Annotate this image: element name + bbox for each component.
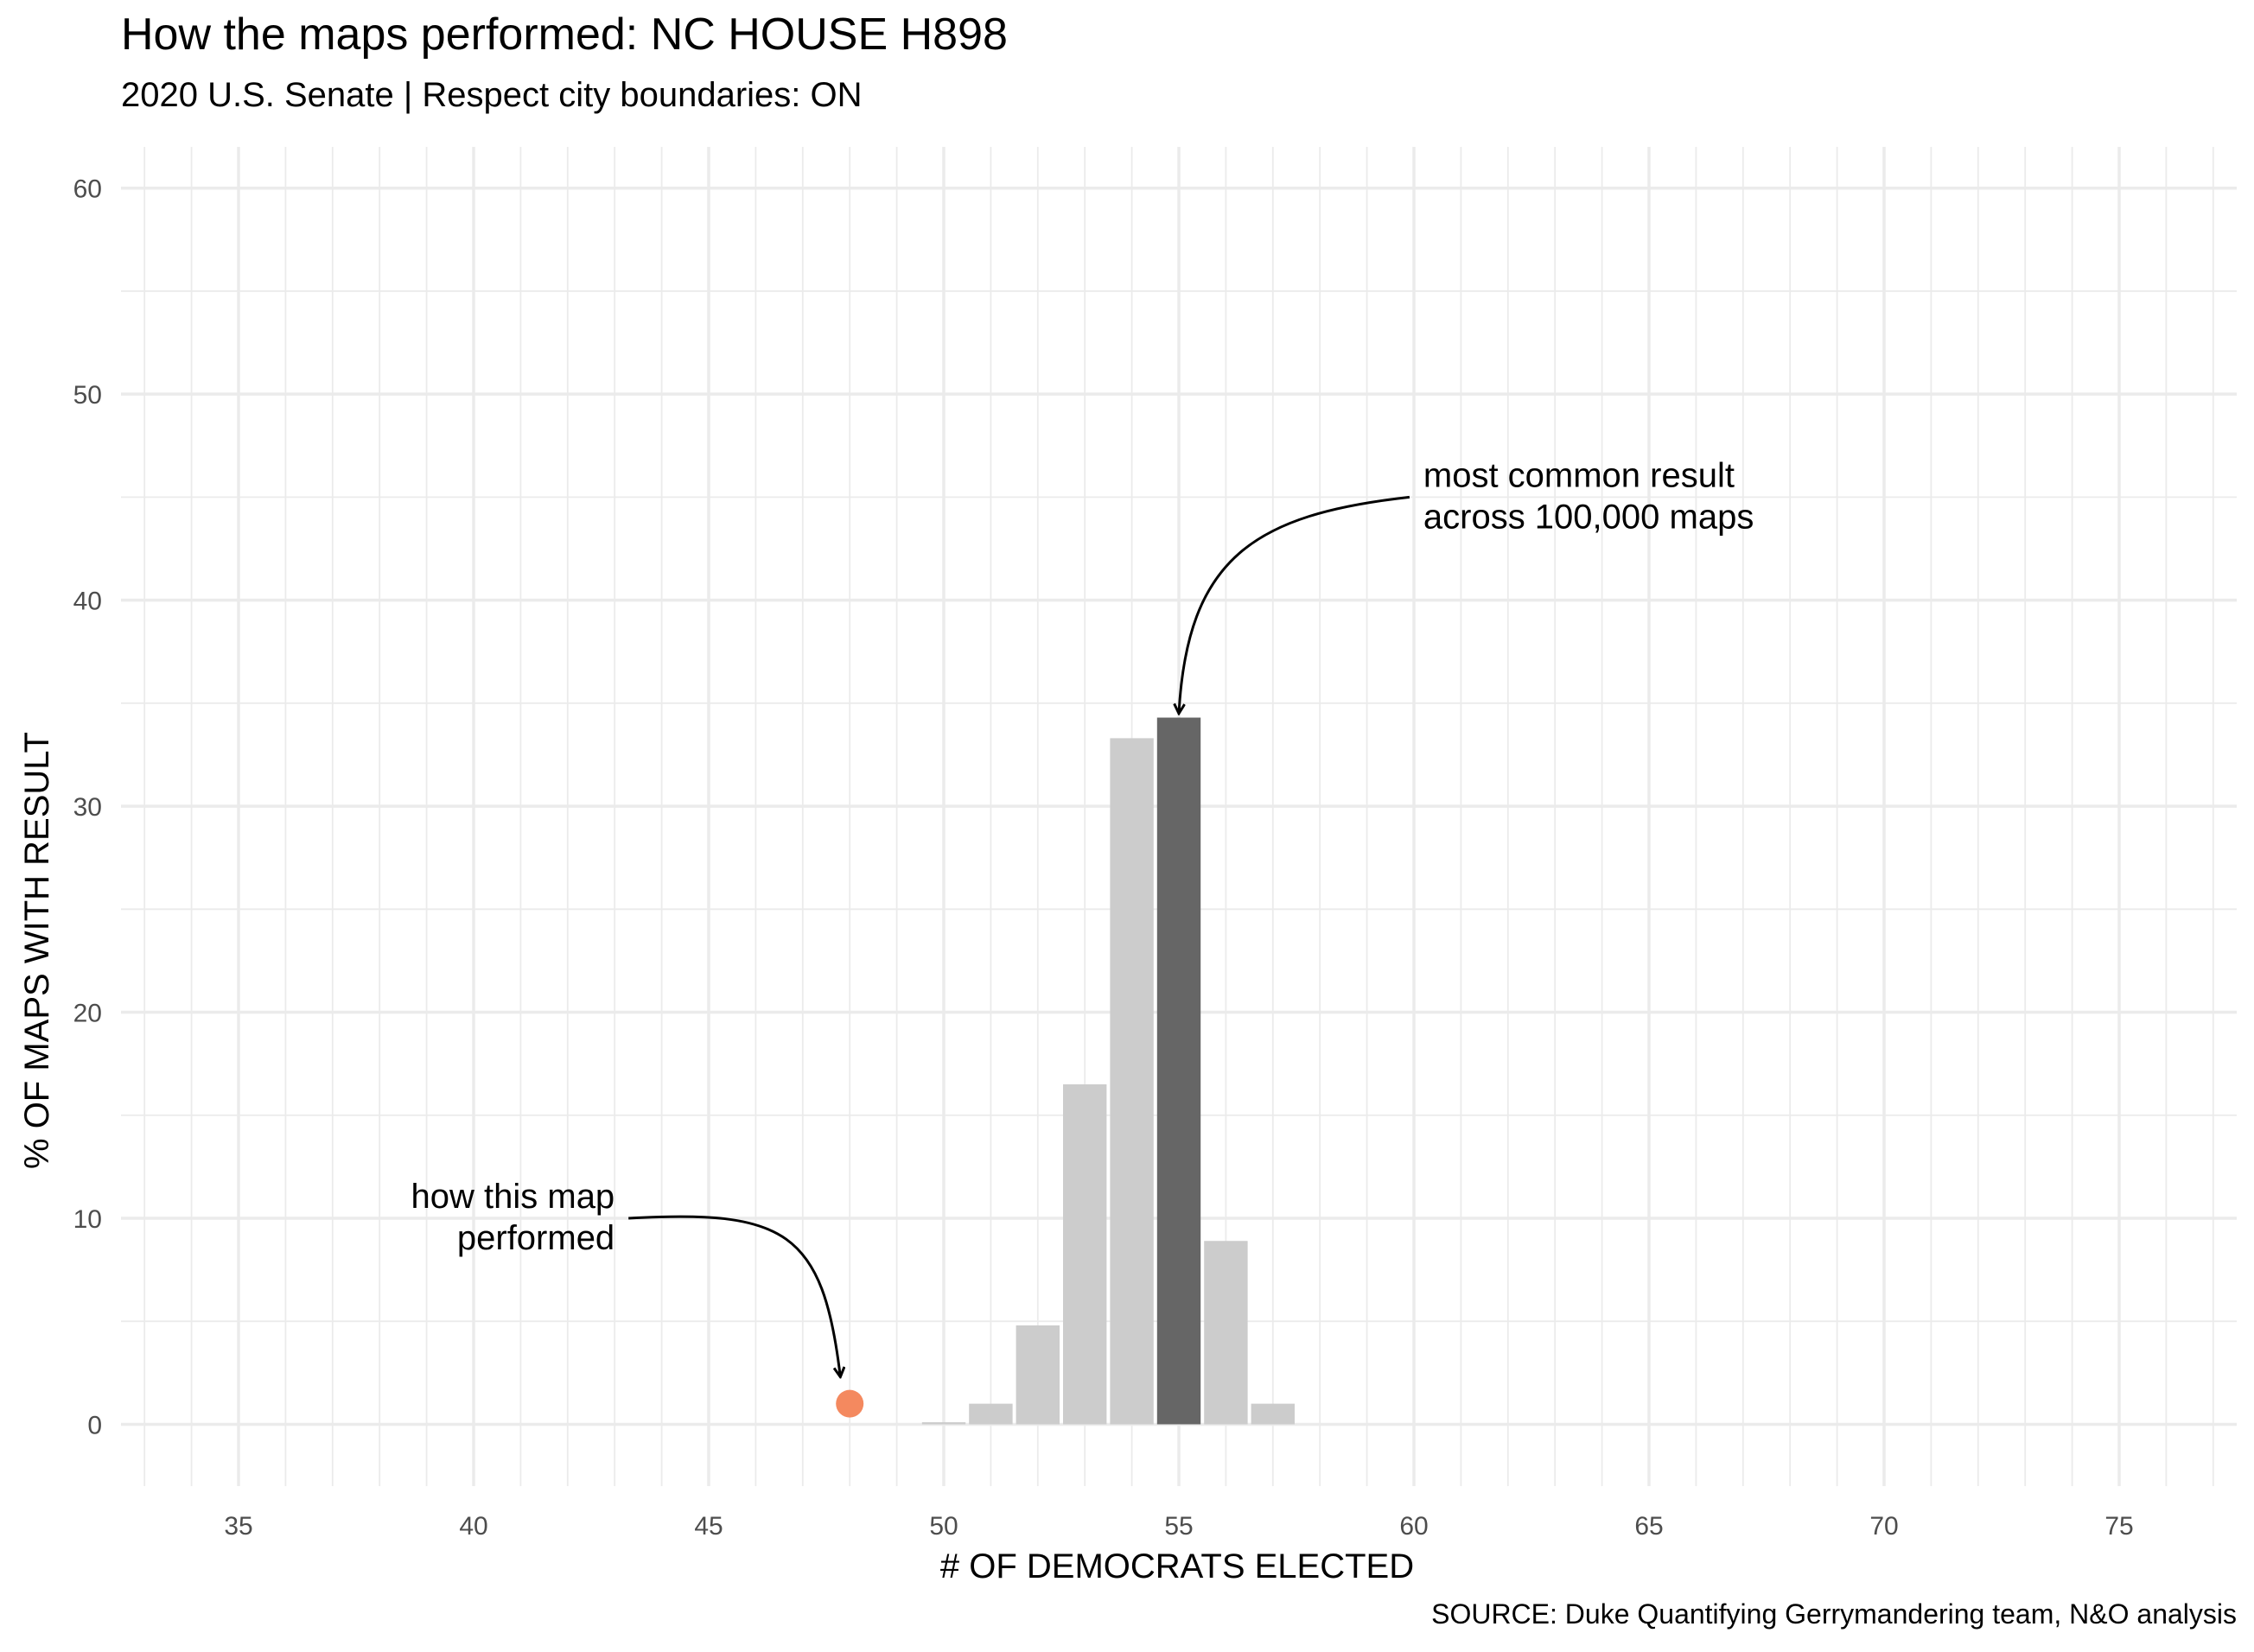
- y-tick-label: 40: [73, 588, 102, 616]
- annotation-arrow: [1179, 497, 1410, 713]
- y-tick-label: 10: [73, 1205, 102, 1234]
- x-tick-label: 40: [459, 1512, 487, 1541]
- y-tick-label: 0: [87, 1411, 102, 1439]
- y-tick-labels: 0 10 20 30 40 50 60: [73, 175, 102, 1440]
- annotation-arrow: [628, 1217, 840, 1377]
- bar-most-common: [1157, 718, 1200, 1425]
- y-tick-label: 20: [73, 1000, 102, 1028]
- x-tick-label: 75: [2104, 1512, 2133, 1541]
- x-tick-labels: 35 40 45 50 55 60 65 70 75: [224, 1512, 2133, 1541]
- bar: [1204, 1241, 1247, 1424]
- bar: [1063, 1084, 1106, 1424]
- y-tick-label: 50: [73, 381, 102, 410]
- x-tick-label: 50: [929, 1512, 958, 1541]
- bar: [922, 1422, 965, 1424]
- y-tick-label: 60: [73, 175, 102, 204]
- bar: [969, 1404, 1012, 1425]
- points: [836, 1390, 863, 1418]
- x-tick-label: 45: [694, 1512, 723, 1541]
- x-tick-label: 70: [1869, 1512, 1898, 1541]
- bars: [922, 718, 1295, 1425]
- y-axis-title: % OF MAPS WITH RESULT: [18, 732, 56, 1169]
- x-tick-label: 60: [1399, 1512, 1428, 1541]
- bar: [1016, 1325, 1060, 1424]
- x-tick-label: 55: [1164, 1512, 1193, 1541]
- bar: [1251, 1404, 1295, 1425]
- x-tick-label: 65: [1634, 1512, 1663, 1541]
- source-caption: SOURCE: Duke Quantifying Gerrymandering …: [1431, 1598, 2237, 1630]
- bar: [1110, 738, 1153, 1424]
- y-tick-label: 30: [73, 793, 102, 822]
- x-tick-label: 35: [224, 1512, 252, 1541]
- annotation-label: most common result across 100,000 maps: [1423, 456, 1754, 536]
- this-map-point: [836, 1390, 863, 1418]
- x-axis-title: # OF DEMOCRATS ELECTED: [940, 1547, 1414, 1585]
